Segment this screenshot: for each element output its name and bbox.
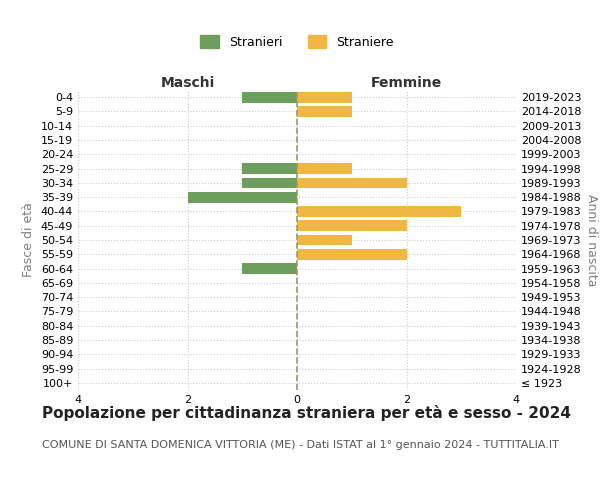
- Bar: [187, 192, 297, 202]
- Bar: [242, 92, 297, 102]
- Bar: [297, 163, 352, 174]
- Y-axis label: Anni di nascita: Anni di nascita: [585, 194, 598, 286]
- Legend: Stranieri, Straniere: Stranieri, Straniere: [195, 30, 399, 54]
- Text: Popolazione per cittadinanza straniera per età e sesso - 2024: Popolazione per cittadinanza straniera p…: [42, 405, 571, 421]
- Bar: [297, 92, 352, 102]
- Bar: [297, 249, 407, 260]
- Bar: [242, 163, 297, 174]
- Text: COMUNE DI SANTA DOMENICA VITTORIA (ME) - Dati ISTAT al 1° gennaio 2024 - TUTTITA: COMUNE DI SANTA DOMENICA VITTORIA (ME) -…: [42, 440, 559, 450]
- Bar: [242, 178, 297, 188]
- Bar: [297, 178, 407, 188]
- Bar: [297, 106, 352, 117]
- Bar: [297, 220, 407, 231]
- Text: Maschi: Maschi: [160, 76, 215, 90]
- Bar: [297, 206, 461, 217]
- Y-axis label: Fasce di età: Fasce di età: [22, 202, 35, 278]
- Bar: [297, 234, 352, 246]
- Bar: [242, 263, 297, 274]
- Text: Femmine: Femmine: [371, 76, 442, 90]
